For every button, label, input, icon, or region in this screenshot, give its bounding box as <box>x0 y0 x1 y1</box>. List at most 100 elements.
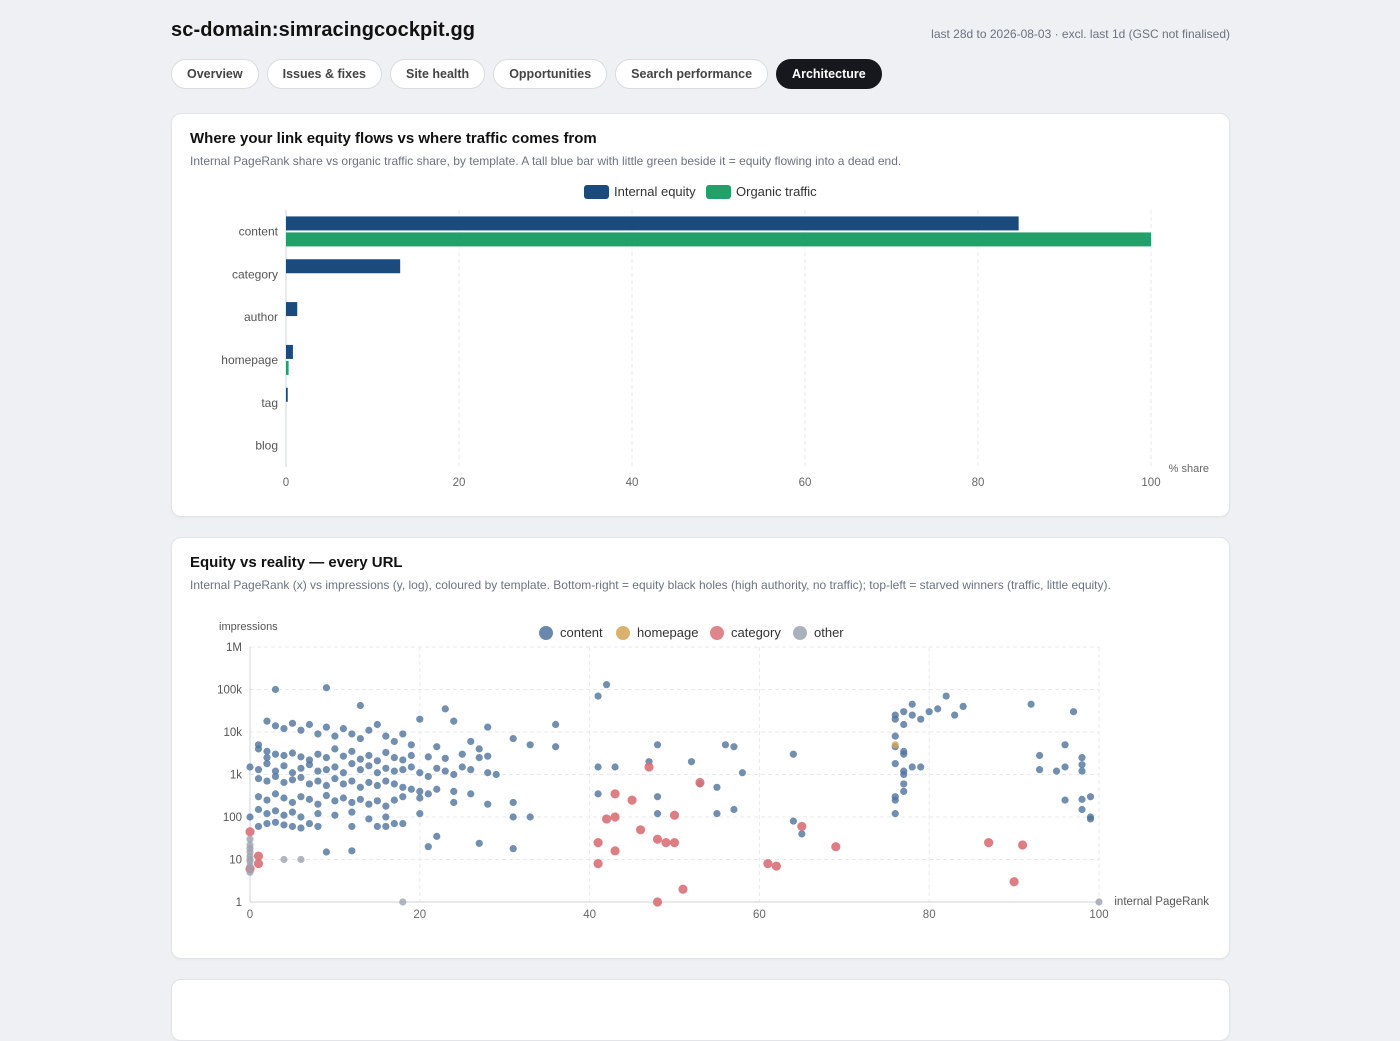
point-content <box>602 681 611 689</box>
point-content <box>509 734 517 743</box>
bar-organic-traffic <box>286 360 289 375</box>
point-content <box>348 808 356 816</box>
point-content <box>254 745 263 753</box>
legend-swatch-internal-equity <box>584 185 609 199</box>
point-other <box>280 855 288 864</box>
point-content <box>908 763 916 771</box>
point-category <box>245 827 255 837</box>
point-content <box>339 752 347 760</box>
tab-overview[interactable]: Overview <box>171 59 259 89</box>
point-category <box>831 842 841 852</box>
point-content <box>297 793 305 801</box>
point-content <box>288 749 297 757</box>
point-content <box>305 795 314 803</box>
point-content <box>738 769 747 777</box>
point-content <box>297 813 305 821</box>
y-tick-label: 1k <box>230 770 242 782</box>
point-content <box>891 796 899 804</box>
bar-organic-traffic <box>286 232 1151 247</box>
point-content <box>356 766 364 774</box>
y-tick-label: 1M <box>226 642 242 654</box>
point-content <box>365 726 373 734</box>
card-subtitle: Internal PageRank share vs organic traff… <box>190 154 902 168</box>
point-content <box>416 769 424 777</box>
tab-issues-fixes[interactable]: Issues & fixes <box>266 59 382 89</box>
point-content <box>951 711 959 719</box>
legend-label: content <box>560 625 603 640</box>
next-card <box>171 979 1230 1041</box>
card-subtitle: Internal PageRank (x) vs impressions (y,… <box>190 578 1111 592</box>
tab-search-performance[interactable]: Search performance <box>615 59 769 89</box>
card-title: Equity vs reality — every URL <box>190 554 403 571</box>
tab-architecture[interactable]: Architecture <box>776 59 882 89</box>
x-tick-label: 20 <box>453 477 466 489</box>
header: sc-domain:simracingcockpit.gg last 28d t… <box>171 0 1230 62</box>
point-content <box>721 741 730 749</box>
point-content <box>348 760 356 768</box>
point-content <box>424 753 432 761</box>
point-content <box>424 843 432 851</box>
point-content <box>271 685 280 694</box>
point-content <box>280 821 288 829</box>
point-content <box>925 708 933 716</box>
point-content <box>322 791 331 800</box>
point-content <box>1061 763 1069 771</box>
point-content <box>713 783 721 791</box>
point-content <box>908 711 916 719</box>
point-content <box>263 777 271 785</box>
point-content <box>331 775 339 783</box>
point-content <box>263 796 271 804</box>
point-category <box>593 859 603 869</box>
y-category-label: category <box>232 267 278 281</box>
point-other <box>246 868 254 876</box>
point-content <box>467 766 475 774</box>
equity-vs-impressions-scatter-chart: content homepage category other 0 20 40 60 80 100… <box>217 621 1209 921</box>
point-content <box>416 794 424 802</box>
point-category <box>253 859 264 869</box>
point-content <box>254 793 263 801</box>
point-content <box>891 715 899 723</box>
point-content <box>322 684 331 692</box>
legend-marker-homepage <box>616 626 630 640</box>
point-content <box>373 781 381 790</box>
point-content <box>1069 708 1078 716</box>
legend-swatch-organic-traffic <box>706 185 731 199</box>
tab-opportunities[interactable]: Opportunities <box>493 59 608 89</box>
point-content <box>263 760 271 768</box>
point-content <box>322 781 331 790</box>
point-content <box>611 763 619 771</box>
point-content <box>288 719 297 727</box>
equity-vs-traffic-bar-chart: Internal equity Organic traffic 0 20 40 60 80 1… <box>221 184 1209 489</box>
tab-site-health[interactable]: Site health <box>389 59 486 89</box>
point-content <box>322 753 331 762</box>
point-content <box>1078 753 1086 762</box>
point-content <box>254 766 263 774</box>
point-category <box>610 812 620 822</box>
card-title: Where your link equity flows vs where tr… <box>190 130 597 147</box>
point-content <box>297 726 305 734</box>
point-content <box>271 750 280 758</box>
point-content <box>356 701 364 710</box>
point-content <box>390 767 398 775</box>
point-content <box>900 770 908 779</box>
point-content <box>390 796 398 804</box>
legend-marker-other <box>793 626 807 640</box>
point-content <box>475 745 483 753</box>
point-content <box>959 702 967 711</box>
point-content <box>1086 793 1095 801</box>
point-content <box>526 813 534 821</box>
point-content <box>263 717 271 725</box>
point-content <box>382 777 390 785</box>
point-content <box>441 767 449 775</box>
point-content <box>297 824 305 832</box>
point-content <box>399 819 407 828</box>
point-content <box>942 692 950 700</box>
point-category <box>695 777 705 788</box>
point-content <box>348 798 356 807</box>
point-content <box>331 745 339 753</box>
point-category <box>1009 877 1019 887</box>
point-content <box>399 793 407 801</box>
point-content <box>382 732 390 740</box>
point-content <box>399 756 407 764</box>
point-content <box>900 708 908 716</box>
